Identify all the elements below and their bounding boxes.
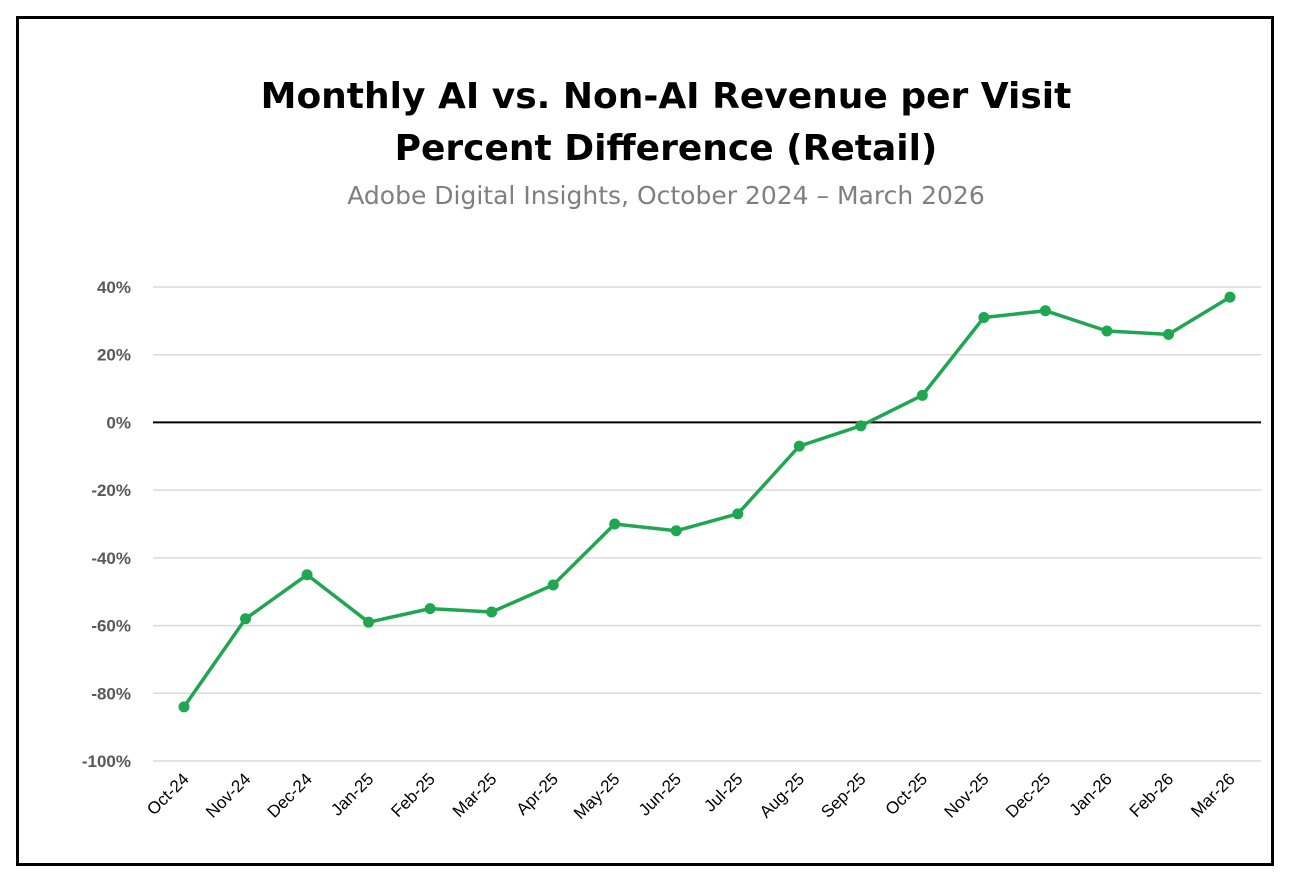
y-tick-label: 0% — [106, 413, 131, 432]
data-point — [732, 508, 744, 520]
data-point — [178, 701, 190, 713]
x-tick-label: Jun-25 — [635, 769, 685, 819]
x-tick-label: May-25 — [570, 769, 624, 823]
y-tick-label: 40% — [97, 278, 131, 297]
chart-subtitle: Adobe Digital Insights, October 2024 – M… — [347, 181, 984, 210]
x-tick-label: Jan-26 — [1066, 769, 1116, 819]
x-tick-label: Dec-25 — [1002, 769, 1054, 821]
data-point — [1039, 305, 1051, 317]
x-tick-label: Nov-24 — [202, 769, 254, 821]
series-line — [182, 295, 1232, 709]
data-point — [793, 440, 805, 452]
chart-frame — [16, 16, 1274, 866]
data-point — [855, 420, 867, 432]
x-tick-label: Apr-25 — [512, 769, 562, 819]
x-axis-tick-labels: Oct-24 Nov-24 Dec-24 Jan-25 Feb-25 Mar-25 Apr-… — [143, 769, 1239, 823]
y-tick-label: -60% — [91, 617, 131, 636]
x-tick-label: Sep-25 — [817, 769, 869, 821]
y-tick-label: -20% — [91, 481, 131, 500]
x-tick-label: Aug-25 — [756, 769, 808, 821]
data-point — [1162, 328, 1174, 340]
x-tick-label: Jan-25 — [327, 769, 377, 819]
y-tick-label: -40% — [91, 549, 131, 568]
data-point — [978, 311, 990, 323]
data-point — [363, 616, 375, 628]
x-tick-label: Nov-25 — [941, 769, 993, 821]
data-point — [1224, 291, 1236, 303]
x-tick-label: Feb-25 — [387, 769, 439, 821]
data-point — [424, 603, 436, 615]
x-tick-label: Dec-24 — [264, 769, 316, 821]
series-layer — [178, 291, 1236, 713]
x-tick-label: Oct-25 — [882, 769, 932, 819]
x-tick-label: Oct-24 — [143, 769, 193, 819]
x-tick-label: Jul-25 — [700, 769, 746, 815]
grid-layer — [153, 286, 1261, 762]
y-tick-label: 20% — [97, 346, 131, 365]
data-point — [670, 525, 682, 537]
data-point — [609, 518, 621, 530]
x-tick-label: Feb-26 — [1126, 769, 1178, 821]
x-tick-label: Mar-26 — [1187, 769, 1239, 821]
data-point — [486, 606, 498, 618]
x-tick-label: Mar-25 — [449, 769, 501, 821]
data-point — [1101, 325, 1113, 337]
chart-title: Monthly AI vs. Non-AI Revenue per Visit — [261, 76, 1072, 117]
y-tick-label: -100% — [82, 752, 131, 771]
data-point — [240, 613, 252, 625]
y-axis-tick-labels: 40% 20% 0% -20% -40% -60% -80% -100% — [82, 278, 131, 771]
chart-title-line2: Percent Difference (Retail) — [395, 128, 938, 169]
data-point — [301, 569, 313, 581]
data-point — [547, 579, 559, 591]
y-tick-label: -80% — [91, 684, 131, 703]
data-point — [916, 389, 928, 401]
